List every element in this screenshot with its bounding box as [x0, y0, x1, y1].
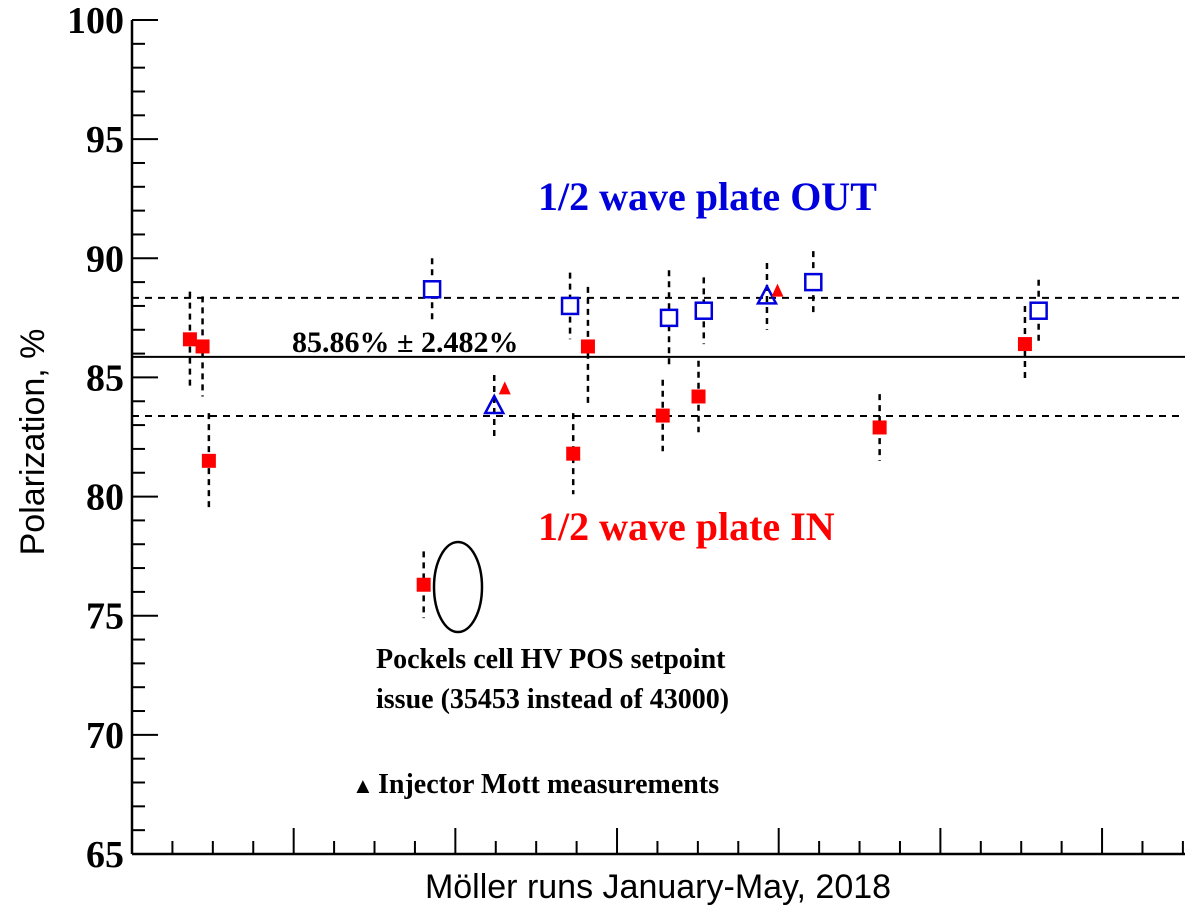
- pockels-note-line2: issue (35453 instead of 43000): [376, 684, 729, 715]
- plot-frame: [130, 20, 1185, 856]
- y-tick-label: 70: [86, 715, 124, 757]
- data-point-out: [422, 280, 442, 299]
- x-axis-title: Möller runs January-May, 2018: [425, 868, 891, 906]
- y-tick-label: 85: [86, 357, 124, 399]
- y-tick-label: 65: [86, 834, 124, 876]
- data-point-out: [659, 308, 679, 328]
- data-point-out: [1029, 301, 1048, 320]
- data-point-in: [872, 420, 887, 435]
- data-point-in: [201, 453, 216, 468]
- data-point-in: [1017, 337, 1032, 352]
- data-point-mott-out: [755, 283, 779, 305]
- out-label: 1/2 wave plate OUT: [538, 174, 877, 219]
- data-point-mott-in: [771, 283, 784, 297]
- data-point-out: [694, 301, 714, 320]
- y-tick-label: 80: [86, 477, 124, 519]
- data-point-in: [655, 408, 670, 423]
- legend-triangle-icon: ▲: [352, 773, 374, 798]
- pockels-note-line1: Pockels cell HV POS setpoint: [376, 644, 726, 675]
- y-tick-label: 95: [86, 119, 124, 161]
- data-point-in: [195, 339, 210, 354]
- legend-label: Injector Mott measurements: [378, 769, 719, 800]
- y-axis-title: Polarization, %: [14, 329, 52, 556]
- data-point-in: [691, 389, 706, 404]
- data-point-in: [182, 332, 197, 347]
- data-point-in: [580, 339, 595, 354]
- data-point-in: [566, 446, 581, 461]
- in-label: 1/2 wave plate IN: [538, 504, 835, 549]
- y-tick-label: 90: [86, 238, 124, 280]
- y-tick-label: 75: [86, 596, 124, 638]
- data-point-mott-in: [498, 381, 511, 395]
- mean-label: 85.86% ± 2.482%: [292, 326, 518, 359]
- data-point-out: [560, 296, 580, 316]
- outlier-ellipse: [432, 540, 484, 634]
- data-point-out: [804, 272, 823, 292]
- axis-ticks: 65 70 75 80 85 90 95 100: [67, 0, 1184, 876]
- data-points: [182, 272, 1048, 592]
- data-point-mott-out: [483, 393, 506, 415]
- y-tick-label: 100: [67, 0, 124, 42]
- data-point-in: [416, 577, 431, 592]
